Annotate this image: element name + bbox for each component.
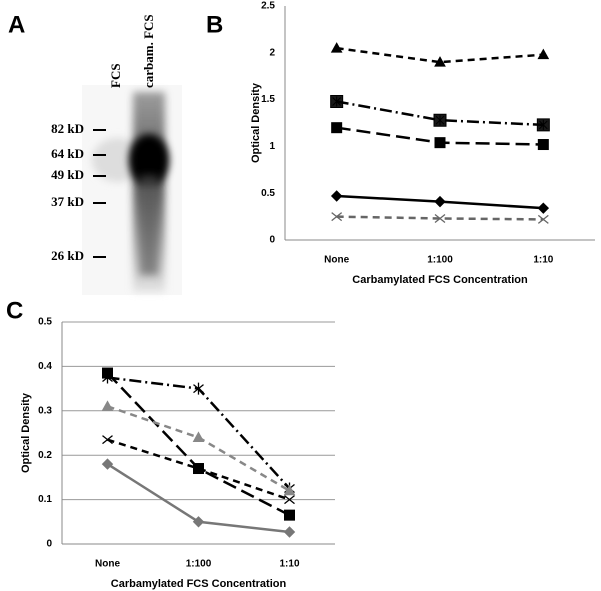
marker [284,509,295,521]
marker [192,516,205,528]
x-axis-label: Carbamylated FCS Concentration [352,274,528,286]
y-tick-label: 0.4 [38,361,52,372]
marker [101,400,114,411]
marker [537,48,550,60]
y-axis-label: Optical Density [20,392,32,473]
size-marker: 64 kD [51,146,84,161]
marker [434,213,446,223]
x-tick-label: None [95,559,120,570]
size-marker: 26 kD [51,248,84,263]
gel-image [82,85,182,295]
panel-label: A [8,11,25,38]
marker [330,42,343,53]
marker [283,484,296,496]
y-tick-label: 0.3 [38,405,52,416]
y-tick-label: 0.2 [38,450,52,461]
marker [331,212,343,222]
y-tick-label: 1.5 [261,94,275,105]
marker [537,139,549,151]
size-marker: 82 kD [51,121,84,136]
size-marker: 37 kD [51,194,84,209]
marker [284,495,295,505]
x-tick-label: 1:10 [279,559,299,570]
series-line [336,46,544,64]
marker [434,56,446,67]
size-marker: 49 kD [51,167,84,182]
x-tick-label: 1:10 [533,255,553,266]
y-tick-label: 0.5 [38,317,52,328]
panel-label: C [6,297,23,324]
marker [330,94,344,108]
marker [536,118,550,132]
x-tick-label: 1:100 [186,559,212,570]
y-tick-label: 0.1 [38,494,52,505]
marker [193,382,204,395]
y-tick-label: 2 [269,47,275,58]
marker [102,435,113,445]
marker [283,526,296,538]
series-line [336,215,544,221]
y-tick-label: 2.5 [261,1,275,12]
lane-label: FCS [108,63,123,88]
marker [433,113,447,127]
y-tick-label: 0 [269,235,275,246]
x-tick-label: 1:100 [427,255,453,266]
marker [102,371,113,384]
marker [330,190,343,202]
y-axis-label: Optical Density [250,82,262,163]
marker [331,122,343,134]
lane-label: carbam. FCS [141,14,156,88]
marker [434,195,446,208]
series-line [107,438,290,501]
marker [101,458,114,470]
x-tick-label: None [324,255,349,266]
marker [193,464,204,474]
marker [537,214,549,224]
marker [434,137,446,149]
y-tick-label: 0 [46,539,52,550]
panel-label: B [206,11,223,38]
marker [192,431,205,442]
x-axis-label: Carbamylated FCS Concentration [111,578,287,590]
y-tick-label: 1 [269,141,275,152]
marker [537,202,550,214]
y-tick-label: 0.5 [261,188,275,199]
